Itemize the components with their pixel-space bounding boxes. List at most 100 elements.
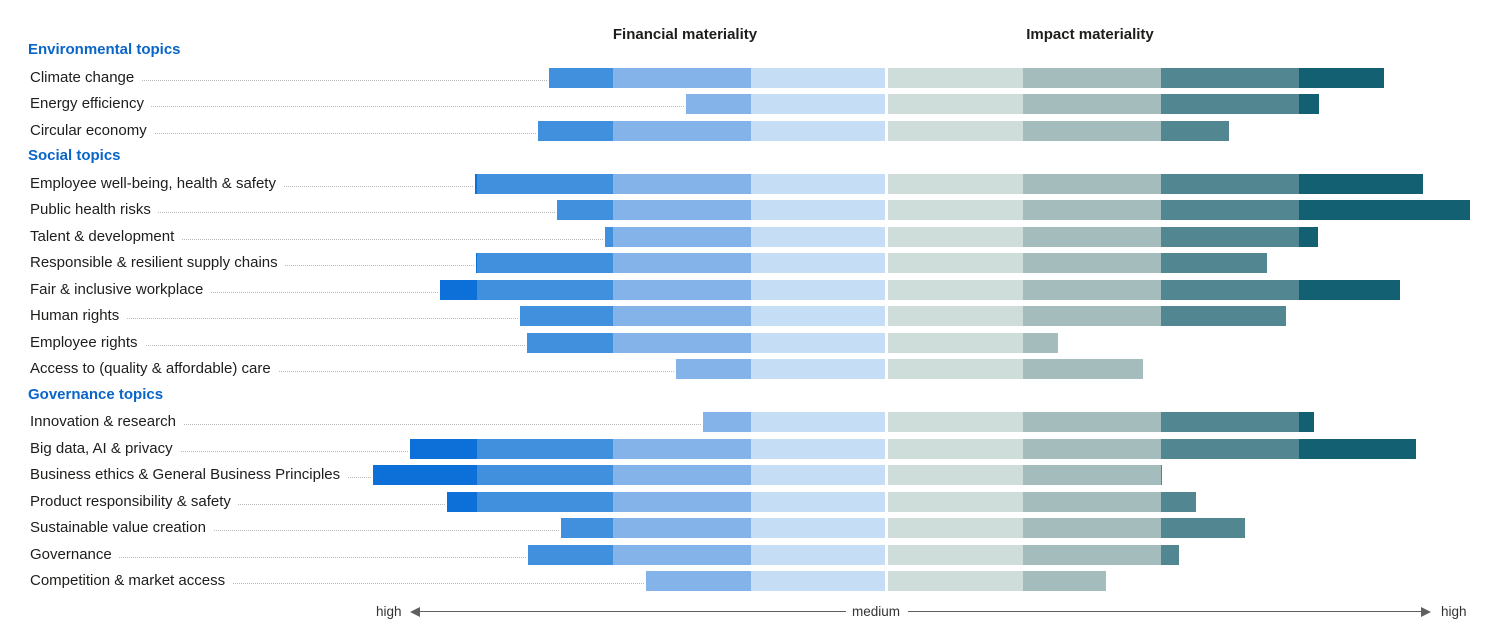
financial-bar-segment: [410, 438, 477, 459]
axis-arrowhead-left: [410, 606, 420, 617]
impact-bar-segment: [1023, 438, 1161, 459]
impact-bar-segment: [1299, 412, 1314, 432]
impact-bar-segment: [888, 67, 1023, 88]
impact-bar-segment: [888, 571, 1023, 591]
dotted-leader-line: [30, 424, 701, 425]
financial-bar-segment: [373, 465, 477, 485]
topic-label: Climate change: [30, 68, 142, 86]
financial-bar-segment: [613, 438, 751, 459]
impact-bar-segment: [888, 359, 1023, 379]
axis-arrowhead-right: [1421, 606, 1431, 617]
impact-bar-segment: [1023, 253, 1161, 273]
topic-label: Employee rights: [30, 333, 145, 351]
impact-bar-segment: [1161, 306, 1286, 326]
dotted-leader-line: [30, 79, 547, 81]
impact-bar-segment: [1023, 518, 1161, 538]
financial-bar-segment: [751, 359, 885, 379]
financial-bar-segment: [477, 279, 613, 300]
group-header: Environmental topics: [28, 41, 181, 58]
financial-materiality-header: Financial materiality: [612, 26, 758, 43]
axis-label-high-left: high: [376, 604, 402, 619]
financial-bar-segment: [613, 120, 751, 141]
dotted-leader-line: [30, 530, 559, 531]
financial-bar-segment: [751, 94, 885, 114]
topic-label: Business ethics & General Business Princ…: [30, 466, 348, 483]
financial-bar-segment: [751, 200, 885, 220]
dotted-leader-line: [30, 556, 526, 558]
impact-bar-segment: [1023, 412, 1161, 432]
financial-bar-segment: [751, 518, 885, 538]
impact-bar-segment: [1023, 173, 1161, 194]
impact-bar-segment: [1023, 465, 1161, 485]
financial-bar-segment: [751, 412, 885, 432]
impact-bar-segment: [1299, 200, 1470, 220]
financial-bar-segment: [613, 253, 751, 273]
topic-row: Innovation & research: [0, 409, 1500, 435]
financial-bar-segment: [751, 332, 885, 353]
group-header: Governance topics: [28, 385, 164, 403]
financial-bar-segment: [613, 544, 751, 565]
financial-bar-segment: [751, 173, 885, 194]
impact-bar-segment: [1161, 67, 1299, 88]
impact-bar-segment: [888, 332, 1023, 353]
financial-bar-segment: [751, 226, 885, 247]
financial-bar-segment: [751, 491, 885, 512]
impact-bar-segment: [888, 544, 1023, 565]
impact-bar-segment: [1023, 544, 1161, 565]
impact-bar-segment: [888, 173, 1023, 194]
impact-bar-segment: [1161, 465, 1162, 485]
financial-bar-segment: [475, 173, 477, 194]
topic-row: Competition & market access: [0, 568, 1500, 594]
dotted-leader-line: [30, 132, 536, 134]
impact-bar-segment: [1161, 412, 1299, 432]
topic-label: Governance: [30, 545, 119, 563]
financial-bar-segment: [686, 94, 751, 114]
financial-bar-segment: [520, 306, 613, 326]
financial-bar-segment: [528, 544, 613, 565]
topic-row: Employee rights: [0, 330, 1500, 356]
topic-label: Product responsibility & safety: [30, 492, 238, 510]
impact-bar-segment: [1023, 94, 1161, 114]
financial-bar-segment: [477, 173, 613, 194]
financial-bar-segment: [613, 518, 751, 538]
financial-bar-segment: [751, 571, 885, 591]
impact-bar-segment: [1161, 94, 1299, 114]
topic-row: Circular economy: [0, 118, 1500, 144]
financial-bar-segment: [613, 226, 751, 247]
financial-bar-segment: [751, 253, 885, 273]
financial-bar-segment: [476, 253, 477, 273]
impact-bar-segment: [1023, 120, 1161, 141]
financial-bar-segment: [557, 200, 613, 220]
impact-bar-segment: [888, 279, 1023, 300]
topic-row: Energy efficiency: [0, 91, 1500, 117]
financial-bar-segment: [538, 120, 613, 141]
impact-materiality-header: Impact materiality: [1026, 26, 1154, 43]
financial-bar-segment: [613, 173, 751, 194]
topic-row: Governance: [0, 542, 1500, 568]
group-header-row: Environmental topics: [0, 38, 1500, 64]
impact-bar-segment: [888, 491, 1023, 512]
topic-row: Talent & development: [0, 224, 1500, 250]
impact-bar-segment: [1161, 200, 1299, 220]
financial-bar-segment: [751, 306, 885, 326]
financial-bar-segment: [613, 306, 751, 326]
topic-label: Big data, AI & privacy: [30, 439, 180, 457]
dotted-leader-line: [30, 106, 684, 107]
financial-bar-segment: [751, 67, 885, 88]
impact-bar-segment: [1161, 226, 1299, 247]
topic-label: Employee well-being, health & safety: [30, 174, 283, 192]
topic-label: Talent & development: [30, 227, 182, 245]
topic-label: Energy efficiency: [30, 95, 151, 112]
financial-bar-segment: [477, 253, 613, 273]
financial-bar-segment: [549, 67, 613, 88]
impact-bar-segment: [1299, 438, 1416, 459]
topic-label: Circular economy: [30, 121, 154, 139]
financial-bar-segment: [477, 491, 613, 512]
financial-bar-segment: [477, 438, 613, 459]
impact-bar-segment: [888, 200, 1023, 220]
impact-bar-segment: [1299, 226, 1318, 247]
financial-bar-segment: [751, 279, 885, 300]
topic-row: Access to (quality & affordable) care: [0, 356, 1500, 382]
impact-bar-segment: [888, 518, 1023, 538]
